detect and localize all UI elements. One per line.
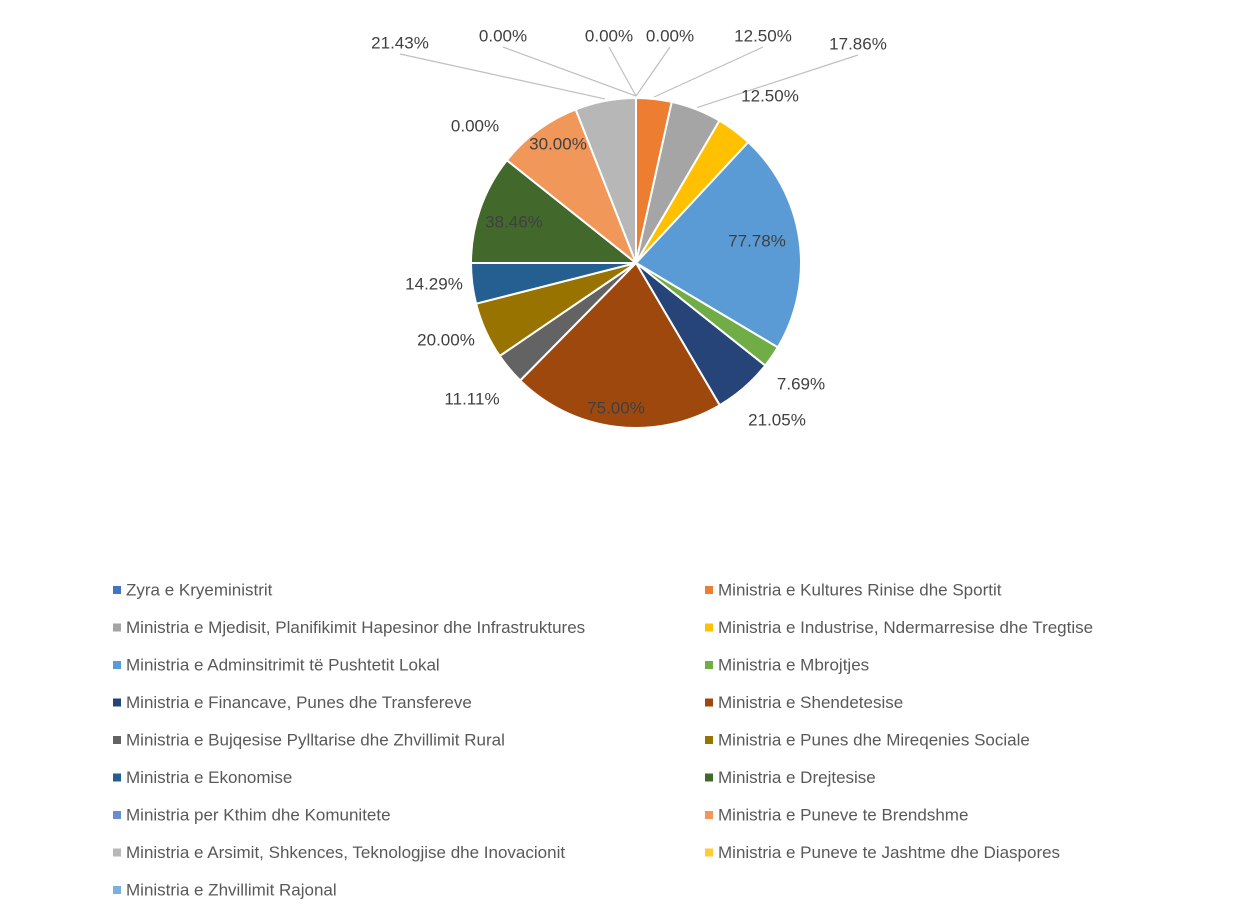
data-label: 0.00% xyxy=(479,26,527,45)
data-label: 0.00% xyxy=(451,116,499,135)
data-label: 21.05% xyxy=(748,410,806,429)
leader-line xyxy=(696,54,859,109)
pie-slice xyxy=(518,261,722,429)
legend-label: Ministria e Zhvillimit Rajonal xyxy=(126,880,337,899)
data-label: 75.00% xyxy=(587,398,645,417)
pie-slice xyxy=(469,158,639,265)
legend-label: Ministria e Ekonomise xyxy=(126,768,292,787)
legend-swatch xyxy=(113,623,121,632)
legend-swatch xyxy=(705,698,713,707)
legend-label: Ministria e Industrise, Ndermarresise dh… xyxy=(718,618,1093,637)
legend-swatch xyxy=(113,736,121,744)
legend-swatch xyxy=(705,848,713,857)
legend-label: Ministria e Adminsitrimit të Pushtetit L… xyxy=(126,655,440,674)
data-label: 17.86% xyxy=(829,34,887,53)
legend-label: Ministria e Shendetesise xyxy=(718,693,903,712)
legend-swatch xyxy=(113,848,121,857)
data-label: 38.46% xyxy=(485,212,543,231)
data-label: 20.00% xyxy=(417,330,475,349)
legend-label: Ministria e Mbrojtjes xyxy=(718,655,869,674)
legend-label: Ministria e Mjedisit, Planifikimit Hapes… xyxy=(126,618,585,637)
legend-label: Ministria e Puneve te Jashtme dhe Diaspo… xyxy=(718,843,1060,862)
leader-line xyxy=(502,46,637,97)
legend-swatch xyxy=(113,811,121,819)
data-label: 0.00% xyxy=(585,26,633,45)
data-label: 14.29% xyxy=(405,274,463,293)
legend-swatch xyxy=(113,661,121,669)
legend-label: Ministria e Puneve te Brendshme xyxy=(718,805,968,824)
pie-slice xyxy=(634,140,802,349)
pie-slice xyxy=(505,108,639,267)
leader-line xyxy=(608,46,637,97)
legend-swatch xyxy=(113,586,121,594)
data-label: 30.00% xyxy=(529,134,587,153)
data-label: 21.43% xyxy=(371,33,429,52)
data-label: 11.11% xyxy=(444,389,499,408)
legend-swatch xyxy=(705,623,713,632)
legend-label: Ministria e Arsimit, Shkences, Teknologj… xyxy=(126,843,565,862)
data-label: 77.78% xyxy=(728,231,786,250)
leader-line xyxy=(635,46,671,97)
legend-label: Ministria e Drejtesise xyxy=(718,768,876,787)
legend-swatch xyxy=(705,661,713,669)
data-label: 12.50% xyxy=(734,26,792,45)
legend-swatch xyxy=(113,698,121,707)
legend-label: Zyra e Kryeministrit xyxy=(126,580,273,599)
leader-line xyxy=(399,53,606,100)
legend-swatch xyxy=(113,886,121,894)
legend-label: Ministria e Punes dhe Mireqenies Sociale xyxy=(718,730,1030,749)
legend-label: Ministria per Kthim dhe Komunitete xyxy=(126,805,391,824)
legend-label: Ministria e Bujqesise Pylltarise dhe Zhv… xyxy=(126,730,505,749)
legend-swatch xyxy=(705,773,713,782)
leader-line xyxy=(653,46,764,98)
legend-label: Ministria e Financave, Punes dhe Transfe… xyxy=(126,693,472,712)
data-label: 0.00% xyxy=(646,26,694,45)
legend-label: Ministria e Kultures Rinise dhe Sportit xyxy=(718,580,1002,599)
data-label: 7.69% xyxy=(777,374,825,393)
legend-swatch xyxy=(705,736,713,744)
data-label: 12.50% xyxy=(741,86,799,105)
legend-swatch xyxy=(705,586,713,594)
legend-swatch xyxy=(113,773,121,782)
legend-swatch xyxy=(705,811,713,819)
